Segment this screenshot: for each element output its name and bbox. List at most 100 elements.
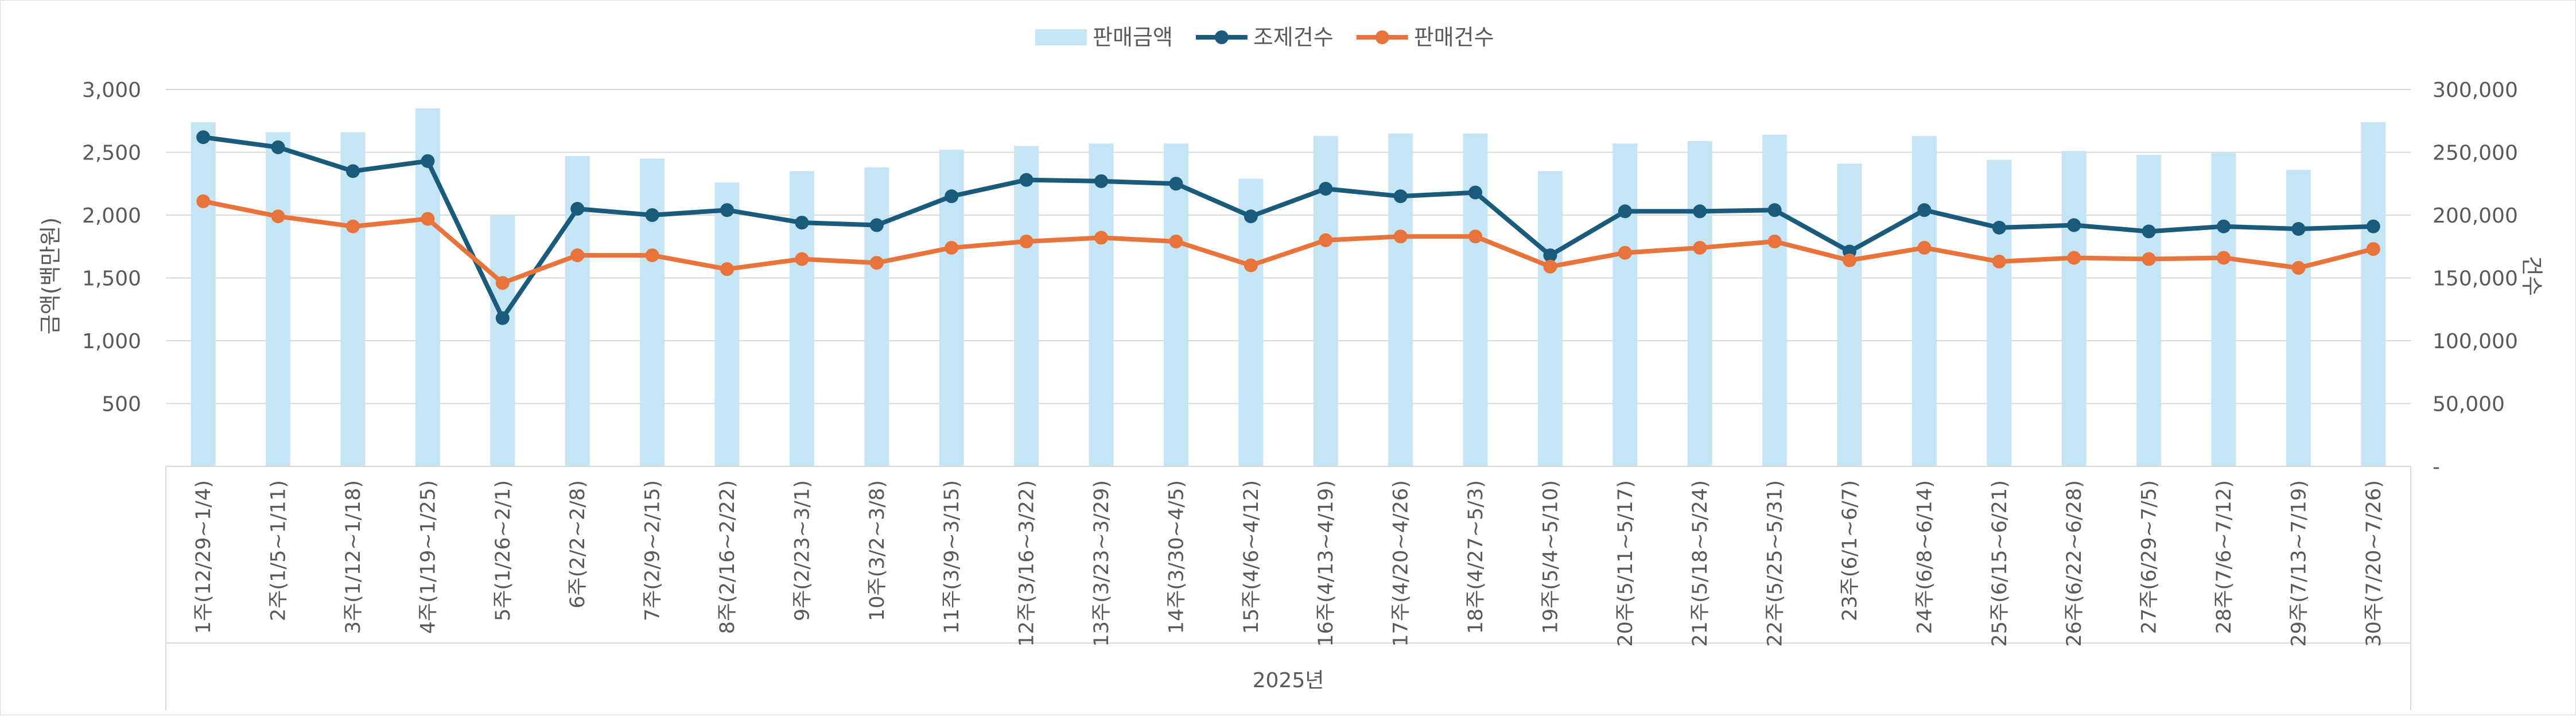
data-point xyxy=(346,164,360,178)
data-point xyxy=(271,209,285,224)
data-point xyxy=(2366,242,2380,256)
x-axis-title: 2025년 xyxy=(1253,669,1324,692)
legend-label: 판매건수 xyxy=(1414,25,1494,50)
bar xyxy=(1987,159,2012,466)
bar xyxy=(1463,133,1488,466)
bar xyxy=(1388,133,1413,466)
legend-swatch xyxy=(1035,29,1087,45)
data-point xyxy=(869,218,884,232)
x-tick-label: 2주(1/5~1/11) xyxy=(267,480,290,621)
data-point xyxy=(1917,203,1932,217)
y2-tick-label: 50,000 xyxy=(2433,393,2505,416)
y-axis-left-ticks: 500 1,000 1,500 2,000 2,500 3,000 xyxy=(82,79,141,416)
data-point xyxy=(869,256,884,270)
bar xyxy=(789,171,814,467)
data-point xyxy=(795,216,809,230)
data-point xyxy=(421,154,435,168)
x-tick-label: 18주(4/27~5/3) xyxy=(1464,480,1487,634)
x-tick-label: 16주(4/13~4/19) xyxy=(1315,480,1338,647)
data-point xyxy=(1019,173,1033,187)
x-tick-label: 6주(2/2~2/8) xyxy=(566,480,589,609)
data-point xyxy=(1169,234,1183,248)
y-axis-left-title: 금액(백만원) xyxy=(38,217,63,334)
y-tick-label: 1,500 xyxy=(82,267,141,291)
data-point xyxy=(1094,231,1108,245)
x-tick-label: 11주(3/9~3/15) xyxy=(941,480,963,634)
data-point xyxy=(1319,182,1333,196)
y-axis-right-ticks: - 50,000 100,000 150,000 200,000 250,000 300,0… xyxy=(2433,79,2518,479)
data-point xyxy=(271,140,285,154)
y2-tick-label: 100,000 xyxy=(2433,330,2518,353)
data-point xyxy=(495,276,510,290)
bar xyxy=(714,182,740,466)
y2-tick-label: - xyxy=(2433,455,2440,479)
y-tick-label: 1,000 xyxy=(82,330,141,353)
legend-marker xyxy=(1375,30,1389,44)
bar xyxy=(1163,143,1188,467)
x-tick-label: 28주(7/6~7/12) xyxy=(2213,480,2236,634)
bar xyxy=(1613,143,1638,467)
bar xyxy=(2061,151,2087,466)
data-point xyxy=(1393,189,1408,204)
y-tick-label: 2,500 xyxy=(82,142,141,165)
data-point xyxy=(645,208,659,222)
x-tick-label: 20주(5/11~5/17) xyxy=(1614,480,1637,647)
x-tick-label: 13주(3/23~3/29) xyxy=(1090,480,1113,647)
data-point xyxy=(945,240,959,255)
data-point xyxy=(196,194,211,208)
bar xyxy=(1014,146,1039,467)
legend-item: 조제건수 xyxy=(1195,25,1334,50)
bar xyxy=(2136,154,2162,466)
legend-item: 판매건수 xyxy=(1356,25,1494,50)
x-tick-label: 26주(6/22~6/28) xyxy=(2063,480,2086,647)
data-point xyxy=(1244,258,1258,272)
data-point xyxy=(795,252,809,266)
x-tick-label: 5주(1/26~2/1) xyxy=(492,480,515,621)
y-tick-label: 2,000 xyxy=(82,204,141,228)
data-point xyxy=(1693,240,1707,255)
legend-label: 판매금액 xyxy=(1093,25,1173,50)
y-axis-right-title: 건수 xyxy=(2519,256,2544,296)
x-tick-label: 21주(5/18~5/24) xyxy=(1689,480,1712,647)
data-point xyxy=(1094,174,1108,188)
series-line xyxy=(203,198,2374,286)
x-tick-label: 25주(6/15~6/21) xyxy=(1988,480,2011,647)
y2-tick-label: 250,000 xyxy=(2433,142,2518,165)
x-tick-label: 7주(2/9~2/15) xyxy=(642,480,665,621)
data-point xyxy=(495,311,510,325)
data-point xyxy=(1543,248,1557,263)
x-tick-label: 3주(1/12~1/18) xyxy=(342,480,365,634)
bar xyxy=(1089,143,1114,467)
x-tick-label: 24주(6/8~6/14) xyxy=(1913,480,1936,634)
data-point xyxy=(1543,259,1557,274)
data-point xyxy=(1169,177,1183,191)
data-point xyxy=(570,202,585,216)
y2-tick-label: 300,000 xyxy=(2433,79,2518,102)
bar xyxy=(2286,170,2311,466)
data-point xyxy=(1019,234,1033,248)
x-tick-label: 15주(4/6~4/12) xyxy=(1240,480,1263,634)
data-point xyxy=(346,219,360,233)
y2-tick-label: 200,000 xyxy=(2433,204,2518,228)
x-tick-label: 22주(5/25~5/31) xyxy=(1764,480,1787,647)
data-point xyxy=(2217,219,2231,233)
x-tick-label: 23주(6/1~6/7) xyxy=(1839,480,1862,621)
data-point xyxy=(1767,203,1782,217)
bar-series xyxy=(191,108,2386,467)
data-point xyxy=(1244,209,1258,224)
data-point xyxy=(1767,234,1782,248)
data-point xyxy=(720,262,734,276)
y2-tick-label: 150,000 xyxy=(2433,267,2518,291)
bar xyxy=(1687,141,1712,467)
x-tick-label: 30주(7/20~7/26) xyxy=(2363,480,2385,647)
bar xyxy=(2361,122,2386,466)
y-tick-label: 3,000 xyxy=(82,79,141,102)
x-tick-label: 4주(1/19~1/25) xyxy=(417,480,440,634)
x-tick-label: 14주(3/30~4/5) xyxy=(1165,480,1188,634)
data-point xyxy=(1618,246,1632,260)
bar xyxy=(2211,152,2236,466)
bar xyxy=(415,108,440,467)
x-tick-label: 12주(3/16~3/22) xyxy=(1016,480,1039,647)
bar xyxy=(340,132,366,466)
